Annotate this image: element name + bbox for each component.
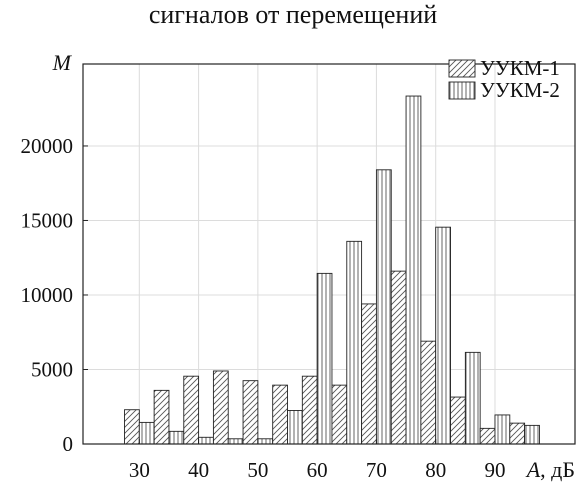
y-tick-label: 10000: [21, 283, 74, 307]
bar-ukm2: [227, 438, 244, 445]
bar-ukm2: [375, 169, 392, 445]
x-tick-label: 40: [188, 458, 209, 482]
bar-ukm2: [405, 95, 422, 445]
y-tick-labels: 0 5000 10000 15000 20000: [21, 134, 88, 456]
bar-ukm1: [450, 396, 466, 445]
y-tick-label: 20000: [21, 134, 74, 158]
x-axis-label: A, дБ: [525, 457, 575, 482]
y-tick-label: 0: [63, 432, 74, 456]
bar-ukm1: [212, 370, 229, 445]
bar-ukm2: [257, 438, 274, 445]
bar-ukm1: [420, 340, 437, 445]
bar-ukm2: [524, 424, 540, 445]
x-axis-label-unit: , дБ: [540, 457, 575, 482]
bar-ukm1: [153, 389, 170, 445]
chart-title: сигналов от перемещений: [148, 0, 438, 29]
bar-ukm1: [509, 422, 526, 445]
x-tick-label: 30: [129, 458, 150, 482]
bar-ukm2: [198, 436, 214, 445]
y-tick-label: 15000: [21, 208, 74, 232]
bar-ukm1: [361, 303, 377, 445]
legend-label-ukm2: УУКМ-2: [480, 78, 560, 102]
legend-swatch-ukm2: [448, 81, 476, 100]
bar-ukm2: [138, 421, 155, 445]
bar-ukm1: [301, 375, 318, 445]
legend-swatch-ukm1: [448, 59, 476, 78]
x-tick-labels: 30 40 50 60 70 80 90: [129, 439, 505, 482]
bar-ukm2: [316, 272, 333, 445]
x-tick-label: 60: [307, 458, 328, 482]
bar-ukm2: [494, 414, 511, 445]
bar-ukm1: [124, 409, 140, 445]
bar-ukm1: [390, 270, 407, 445]
bar-ukm1: [183, 375, 200, 445]
bar-ukm2: [435, 226, 451, 445]
bars-group: [124, 95, 540, 445]
bar-ukm1: [272, 384, 288, 445]
x-tick-label: 90: [484, 458, 505, 482]
legend-label-ukm1: УУКМ-1: [480, 56, 560, 80]
y-tick-label: 5000: [31, 357, 73, 381]
y-axis-label: M: [52, 50, 73, 75]
bar-ukm2: [346, 240, 363, 445]
bar-ukm1: [242, 380, 259, 445]
x-axis-label-var: A: [525, 457, 541, 482]
x-tick-label: 70: [366, 458, 387, 482]
bar-ukm2: [464, 351, 481, 445]
legend: УУКМ-1 УУКМ-2: [448, 56, 560, 102]
bar-ukm2: [168, 430, 185, 445]
plot-frame: [82, 63, 576, 445]
bar-ukm1: [479, 427, 496, 445]
x-tick-label: 80: [425, 458, 446, 482]
bar-ukm2: [287, 410, 303, 445]
bar-ukm1: [331, 384, 348, 445]
x-tick-label: 50: [247, 458, 268, 482]
